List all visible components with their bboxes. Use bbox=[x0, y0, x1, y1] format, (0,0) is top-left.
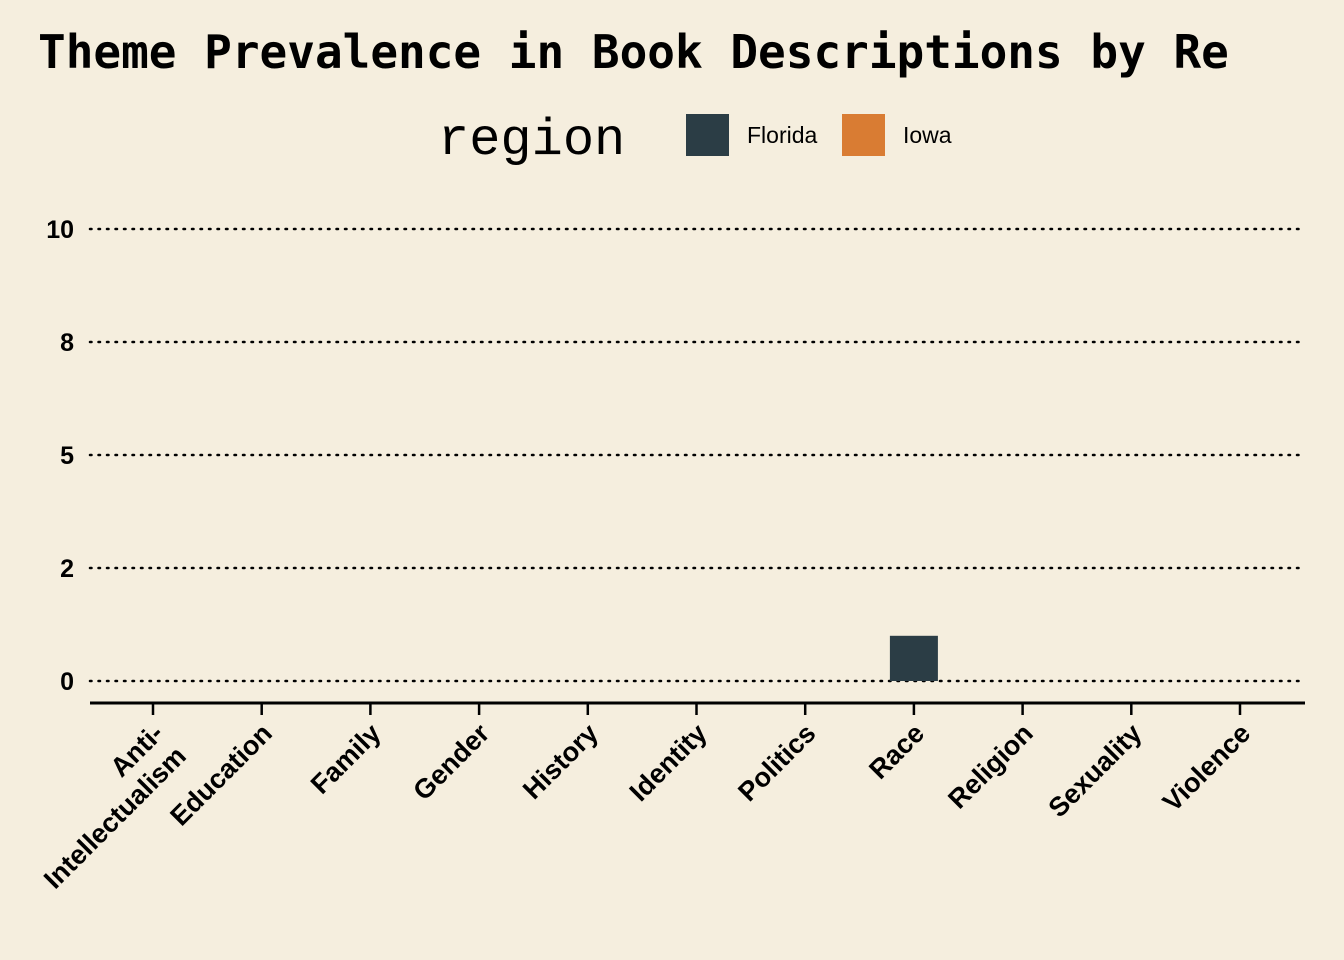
legend: region Florida Iowa bbox=[438, 111, 952, 170]
legend-label-iowa: Iowa bbox=[903, 122, 952, 148]
y-tick-label: 10 bbox=[46, 216, 74, 244]
grid bbox=[88, 227, 1307, 683]
y-tick-label: 8 bbox=[60, 329, 74, 357]
bar-florida-7 bbox=[889, 635, 938, 681]
x-tick-label: Anti-Intellectualism bbox=[15, 718, 191, 894]
x-tick-label: Sexuality bbox=[1042, 718, 1147, 823]
y-tick-label: 5 bbox=[60, 442, 74, 470]
y-tick-label: 2 bbox=[60, 555, 74, 583]
x-tick-label: Family bbox=[305, 718, 387, 800]
y-axis-ticks: 0 2 5 8 10 bbox=[46, 216, 74, 696]
chart-title: Theme Prevalence in Book Descriptions by… bbox=[38, 25, 1229, 79]
legend-title: region bbox=[438, 111, 625, 170]
legend-swatch-iowa bbox=[842, 114, 885, 156]
legend-swatch-florida bbox=[686, 114, 729, 156]
x-tick-label: History bbox=[517, 718, 604, 805]
x-tick-label: Race bbox=[863, 718, 930, 785]
x-tick-label: Politics bbox=[732, 718, 821, 807]
x-tick-label: Identity bbox=[624, 718, 713, 807]
x-tick-label: Violence bbox=[1157, 718, 1256, 817]
x-tick-label: Religion bbox=[942, 718, 1039, 815]
x-tick-label: Gender bbox=[407, 718, 495, 806]
legend-label-florida: Florida bbox=[747, 122, 818, 148]
bars bbox=[889, 635, 938, 681]
y-tick-label: 0 bbox=[60, 668, 74, 696]
x-tick-label: Education bbox=[164, 718, 278, 832]
